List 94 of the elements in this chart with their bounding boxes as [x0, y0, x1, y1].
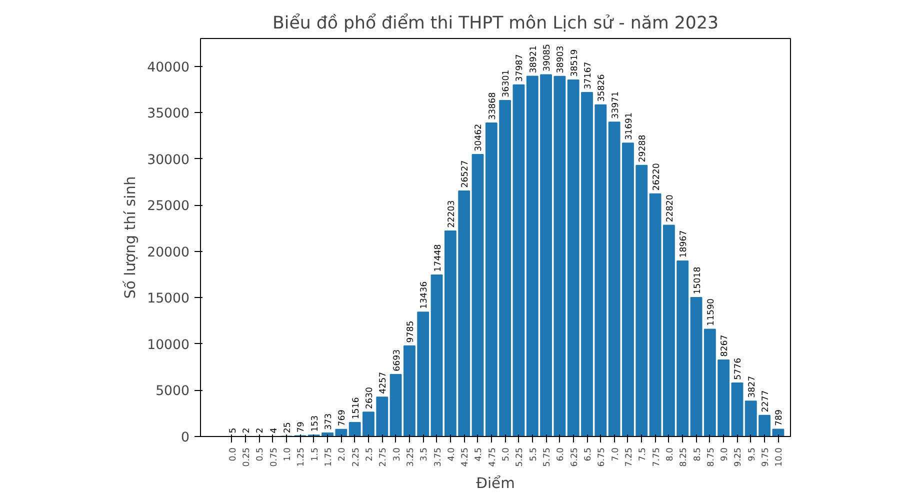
x-tick-label: 9.75 — [761, 447, 772, 467]
x-tick-label: 6.25 — [570, 447, 580, 467]
data-label: 35826 — [597, 74, 608, 102]
data-label: 2 — [256, 428, 266, 434]
x-tick-label: 4.75 — [488, 447, 498, 467]
data-label: 769 — [338, 410, 348, 426]
x-tick-label: 1.75 — [324, 447, 334, 467]
data-label: 38903 — [556, 46, 566, 74]
data-label: 5 — [228, 428, 238, 434]
x-tick-label: 8.75 — [706, 447, 716, 467]
x-tick-label: 0.0 — [228, 447, 238, 462]
data-label: 6693 — [392, 349, 402, 372]
x-tick-label: 9.0 — [720, 447, 730, 462]
x-tick-label: 2.0 — [338, 447, 348, 462]
data-label: 4 — [269, 427, 280, 434]
data-label: 22203 — [446, 200, 457, 228]
data-label: 33971 — [610, 91, 621, 119]
data-label: 37987 — [515, 54, 526, 82]
x-tick-label: 2.75 — [378, 447, 389, 467]
x-tick-label: 4.25 — [460, 447, 471, 467]
x-tick-label: 5.25 — [515, 447, 526, 467]
x-tick-label: 6.75 — [597, 447, 608, 467]
x-tick-label: 1.25 — [296, 447, 307, 467]
data-label: 2630 — [364, 386, 375, 409]
data-label: 38921 — [528, 46, 539, 74]
data-label: 29288 — [638, 134, 648, 162]
y-tick-label: 30000 — [147, 152, 190, 168]
y-tick-label: 15000 — [147, 292, 190, 307]
x-tick-label: 7.0 — [610, 447, 621, 462]
x-tick-label: 3.0 — [392, 447, 402, 462]
data-label: 8267 — [720, 334, 730, 357]
data-label: 2 — [242, 428, 252, 434]
data-label: 26527 — [460, 160, 471, 188]
x-tick-label: 5.5 — [528, 447, 539, 462]
data-label: 18967 — [679, 230, 690, 258]
data-label: 36301 — [502, 70, 512, 98]
data-label: 1516 — [351, 397, 362, 420]
x-axis-title: Điểm — [476, 474, 515, 492]
data-label: 79 — [296, 422, 307, 433]
x-tick-label: 0.5 — [256, 447, 266, 462]
data-label: 33868 — [488, 92, 498, 120]
data-label: 25 — [283, 422, 294, 434]
x-tick-label: 2.5 — [364, 447, 375, 462]
data-label: 4257 — [378, 372, 389, 394]
x-tick-label: 1.5 — [310, 447, 320, 462]
x-tick-label: 8.0 — [665, 447, 676, 462]
data-label: 31691 — [624, 112, 634, 140]
data-label: 3827 — [747, 376, 758, 398]
x-tick-label: 6.0 — [556, 447, 566, 462]
x-tick-label: 3.75 — [433, 447, 444, 467]
y-tick-label: 10000 — [147, 338, 190, 353]
x-tick-label: 4.5 — [474, 447, 484, 462]
data-label: 11590 — [706, 298, 716, 326]
x-tick-label: 3.25 — [406, 447, 416, 467]
x-tick-label: 6.5 — [584, 447, 594, 462]
data-label: 22820 — [665, 194, 676, 222]
x-tick-label: 5.75 — [542, 447, 553, 467]
chart-title: Biểu đồ phổ điểm thi THPT môn Lịch sử - năm 2023 — [272, 14, 718, 34]
data-label: 30462 — [474, 124, 484, 152]
y-axis-title: Số lượng thí sinh — [122, 176, 140, 299]
data-label: 17448 — [433, 244, 444, 272]
x-tick-label: 4.0 — [446, 447, 457, 462]
data-label: 13436 — [420, 281, 430, 309]
y-tick-label: 25000 — [147, 199, 190, 214]
x-tick-label: 3.5 — [420, 447, 430, 462]
data-label: 26220 — [652, 163, 662, 191]
x-tick-label: 9.5 — [747, 447, 758, 462]
x-tick-label: 8.25 — [679, 447, 690, 467]
data-label: 37167 — [584, 62, 594, 90]
x-tick-label: 10.0 — [774, 447, 785, 467]
x-tick-label: 7.75 — [652, 447, 662, 467]
x-tick-label: 8.5 — [692, 447, 703, 462]
data-label: 9785 — [406, 320, 416, 343]
y-tick-label: 35000 — [147, 106, 190, 122]
data-label: 5776 — [734, 358, 744, 380]
data-label: 153 — [310, 415, 320, 432]
data-label: 39085 — [542, 44, 553, 72]
data-label: 373 — [324, 413, 334, 430]
data-label: 789 — [774, 409, 785, 426]
x-tick-label: 2.25 — [351, 447, 362, 467]
y-tick-label: 5000 — [156, 384, 190, 400]
x-tick-label: 5.0 — [502, 447, 512, 462]
data-label: 2277 — [761, 390, 772, 412]
y-tick-label: 0 — [181, 430, 190, 446]
x-tick-label: 0.75 — [269, 447, 280, 467]
x-tick-label: 1.0 — [283, 447, 294, 462]
x-tick-label: 7.25 — [624, 447, 634, 467]
x-tick-label: 0.25 — [242, 447, 252, 467]
data-label: 38519 — [570, 49, 580, 77]
x-tick-label: 7.5 — [638, 447, 648, 462]
x-tick-label: 9.25 — [734, 447, 744, 467]
y-tick-label: 40000 — [147, 60, 190, 76]
data-label: 15018 — [692, 266, 703, 294]
y-tick-label: 20000 — [147, 245, 190, 260]
